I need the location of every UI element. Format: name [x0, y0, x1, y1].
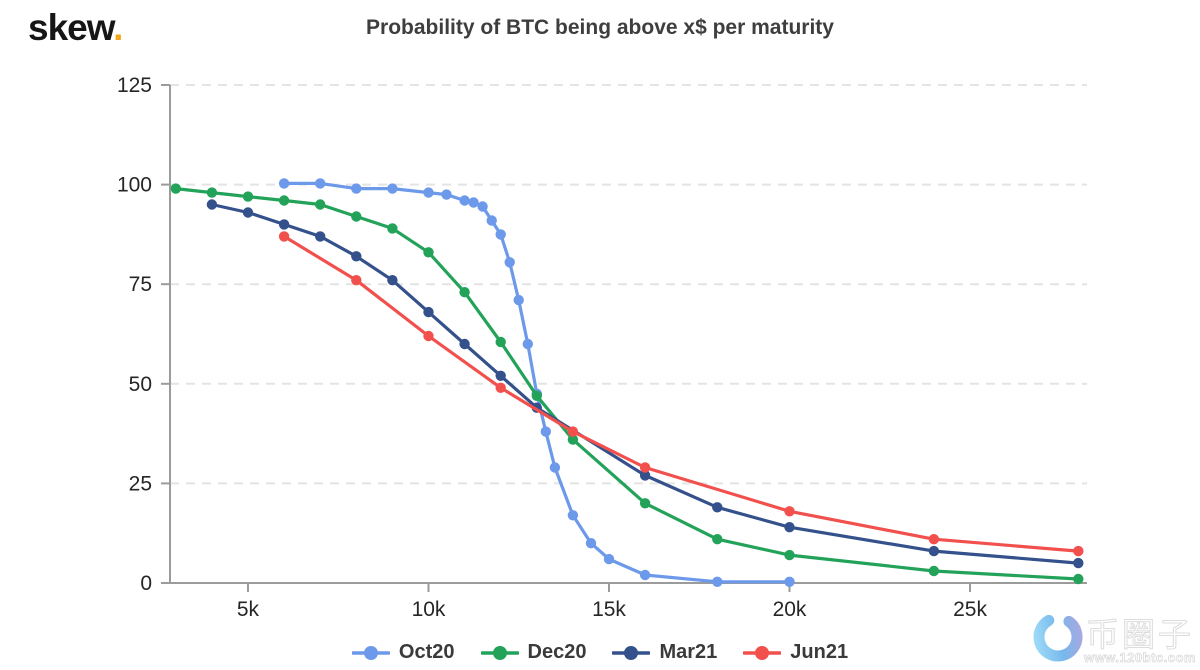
- legend-item-jun21[interactable]: Jun21: [743, 641, 848, 664]
- skew-logo-text: skew: [28, 7, 114, 48]
- data-point-jun21-14k[interactable]: [567, 426, 579, 437]
- data-point-dec20-3k[interactable]: [170, 183, 181, 194]
- x-axis-tick-label: 20k: [773, 598, 807, 621]
- data-point-jun21-8k[interactable]: [351, 275, 362, 286]
- x-axis-tick-label: 10k: [412, 598, 446, 621]
- data-point-oct20-11.75k[interactable]: [486, 215, 497, 226]
- data-point-jun21-28k[interactable]: [1073, 545, 1084, 557]
- data-point-dec20-8k[interactable]: [351, 211, 362, 222]
- data-point-oct20-6k[interactable]: [278, 178, 290, 189]
- data-point-mar21-4k[interactable]: [206, 199, 218, 210]
- y-axis-tick-label: 0: [140, 572, 152, 595]
- legend-marker-icon: [480, 645, 519, 660]
- data-point-mar21-16k[interactable]: [639, 470, 651, 481]
- legend-item-dec20[interactable]: Dec20: [480, 641, 587, 664]
- data-point-dec20-6k[interactable]: [278, 195, 290, 206]
- data-point-dec20-4k[interactable]: [206, 187, 218, 198]
- chart-legend: Oct20 Dec20 Mar21 Jun21: [0, 641, 1200, 664]
- x-axis-tick-label: 15k: [592, 598, 626, 621]
- data-point-mar21-28k[interactable]: [1073, 557, 1084, 569]
- data-point-oct20-12.75k[interactable]: [522, 338, 533, 350]
- data-point-oct20-11.25k[interactable]: [468, 197, 479, 208]
- data-point-oct20-11k[interactable]: [459, 195, 470, 206]
- legend-label: Mar21: [659, 641, 718, 663]
- data-point-mar21-20k[interactable]: [784, 522, 795, 533]
- legend-label: Oct20: [398, 641, 455, 663]
- data-point-oct20-7k[interactable]: [315, 178, 326, 189]
- data-point-oct20-12k[interactable]: [495, 229, 506, 240]
- data-point-dec20-10k[interactable]: [423, 247, 434, 258]
- y-axis-tick-label: 75: [129, 273, 152, 296]
- data-point-oct20-10.5k[interactable]: [441, 189, 452, 200]
- data-point-dec20-14k[interactable]: [567, 434, 579, 445]
- data-point-oct20-10k[interactable]: [423, 187, 434, 198]
- data-point-oct20-9k[interactable]: [387, 183, 398, 194]
- data-point-mar21-10k[interactable]: [423, 306, 434, 318]
- data-point-dec20-20k[interactable]: [784, 549, 795, 561]
- data-point-jun21-6k[interactable]: [278, 231, 290, 242]
- data-point-dec20-18k[interactable]: [712, 534, 723, 545]
- data-point-dec20-24k[interactable]: [928, 565, 940, 577]
- data-point-dec20-28k[interactable]: [1073, 573, 1084, 585]
- data-point-dec20-11k[interactable]: [459, 287, 470, 298]
- data-point-jun21-10k[interactable]: [423, 330, 434, 342]
- data-point-oct20-11.5k[interactable]: [477, 201, 488, 212]
- data-point-dec20-9k[interactable]: [387, 223, 398, 234]
- data-point-dec20-5k[interactable]: [242, 191, 254, 202]
- legend-marker-icon: [612, 645, 651, 660]
- y-axis-tick-label: 100: [117, 174, 152, 197]
- series-line-mar21[interactable]: [210, 202, 1080, 565]
- data-point-oct20-20k[interactable]: [784, 576, 795, 587]
- data-point-oct20-15k[interactable]: [603, 553, 615, 565]
- data-point-oct20-14.5k[interactable]: [585, 538, 597, 549]
- data-point-mar21-11k[interactable]: [459, 338, 470, 350]
- data-point-oct20-8k[interactable]: [351, 183, 362, 194]
- data-point-dec20-16k[interactable]: [639, 498, 651, 509]
- data-point-jun21-20k[interactable]: [784, 506, 795, 517]
- skew-logo: skew.: [28, 6, 123, 50]
- x-axis-tick-label: 5k: [237, 598, 260, 621]
- data-point-mar21-6k[interactable]: [278, 219, 290, 230]
- data-point-mar21-12k[interactable]: [495, 370, 506, 381]
- data-point-oct20-13.25k[interactable]: [540, 426, 551, 437]
- data-point-mar21-8k[interactable]: [351, 251, 362, 262]
- series-dec20: [170, 183, 1084, 585]
- legend-label: Jun21: [790, 641, 849, 663]
- data-point-oct20-14k[interactable]: [567, 510, 579, 521]
- legend-label: Dec20: [527, 641, 587, 663]
- data-point-dec20-12k[interactable]: [495, 336, 506, 348]
- data-point-mar21-18k[interactable]: [712, 502, 723, 513]
- data-point-jun21-16k[interactable]: [639, 462, 651, 473]
- series-oct20: [278, 178, 795, 587]
- y-axis-tick-label: 125: [117, 74, 152, 97]
- y-axis-tick-label: 50: [129, 373, 152, 396]
- data-point-oct20-12.5k[interactable]: [513, 294, 524, 306]
- legend-marker-icon: [351, 645, 390, 660]
- skew-logo-dot: .: [113, 7, 123, 48]
- legend-item-mar21[interactable]: Mar21: [612, 641, 717, 664]
- legend-item-oct20[interactable]: Oct20: [351, 641, 455, 664]
- x-axis-tick-label: 25k: [953, 598, 987, 621]
- data-point-oct20-12.25k[interactable]: [504, 257, 515, 268]
- data-point-mar21-9k[interactable]: [387, 275, 398, 286]
- data-point-mar21-7k[interactable]: [315, 231, 326, 242]
- data-point-mar21-5k[interactable]: [242, 207, 254, 218]
- data-point-jun21-24k[interactable]: [928, 534, 940, 545]
- chart-title: Probability of BTC being above x$ per ma…: [366, 16, 834, 39]
- data-point-jun21-12k[interactable]: [495, 382, 506, 393]
- data-point-oct20-18k[interactable]: [712, 576, 723, 587]
- legend-marker-icon: [743, 645, 782, 660]
- data-point-dec20-7k[interactable]: [315, 199, 326, 210]
- y-axis-tick-label: 25: [129, 472, 152, 495]
- series-mar21: [206, 199, 1084, 569]
- data-point-dec20-13k[interactable]: [531, 390, 542, 401]
- data-point-mar21-24k[interactable]: [928, 545, 940, 557]
- data-point-oct20-16k[interactable]: [639, 569, 651, 581]
- series-jun21: [278, 231, 1084, 557]
- series-line-oct20[interactable]: [282, 181, 792, 584]
- data-point-oct20-13.5k[interactable]: [549, 462, 561, 473]
